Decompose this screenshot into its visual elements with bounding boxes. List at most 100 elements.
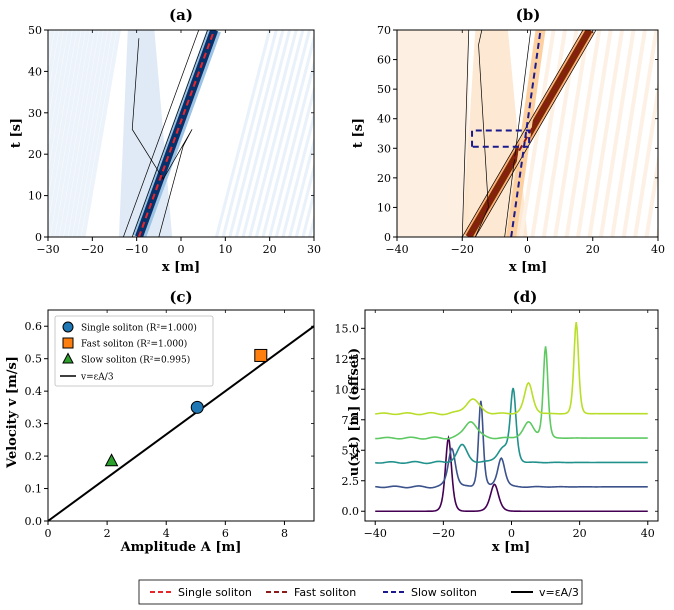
bottom-legend-items: Single soliton Fast soliton Slow soliton v=… bbox=[150, 586, 579, 599]
panel-d-frame bbox=[364, 309, 659, 522]
background-stripe bbox=[530, 30, 567, 237]
x-tick-label: 40 bbox=[641, 527, 655, 540]
panel-b-ticks: −40 −20 0 20 40 0 10 20 30 40 50 60 70 bbox=[377, 24, 665, 256]
background-stripe bbox=[576, 30, 613, 237]
y-tick-label: 30 bbox=[377, 142, 391, 155]
background-stripe bbox=[294, 161, 314, 237]
background-stripe bbox=[288, 136, 314, 237]
background-stripe bbox=[268, 58, 314, 237]
background-stripe bbox=[48, 30, 77, 198]
x-tick-label: 20 bbox=[573, 527, 587, 540]
x-tick-label: 20 bbox=[586, 243, 600, 256]
x-tick-label: 0 bbox=[508, 527, 515, 540]
y-tick-label: 15.0 bbox=[335, 322, 360, 335]
panel-c-xlabel: Amplitude A [m] bbox=[120, 540, 242, 555]
panel-d: (d) −40 −20 0 20 400.02.55.07.510.012.515.0 … bbox=[335, 288, 659, 555]
contour-line bbox=[131, 38, 193, 237]
panel-b-xlabel: x [m] bbox=[509, 260, 547, 275]
background-stripe bbox=[301, 187, 314, 237]
snapshot-3-line bbox=[375, 387, 648, 465]
single-soliton-point bbox=[190, 400, 204, 414]
bottom-legend-label: Single soliton bbox=[178, 586, 252, 599]
panel-a-marks bbox=[123, 30, 216, 237]
panel-a-heatmap bbox=[48, 30, 314, 237]
y-tick-label: 0.3 bbox=[25, 418, 43, 431]
y-tick-label: 7.5 bbox=[342, 414, 360, 427]
single-soliton-trajectory bbox=[137, 30, 216, 237]
x-tick-label: 0 bbox=[45, 527, 52, 540]
snapshot-1-line bbox=[375, 435, 648, 513]
x-tick-label: −10 bbox=[125, 243, 148, 256]
contour-line bbox=[461, 30, 470, 237]
legend-frame bbox=[54, 315, 214, 387]
y-tick-label: 20 bbox=[377, 172, 391, 185]
panel-c-legend: Single soliton (R²=1.000) Fast soliton (R… bbox=[54, 315, 214, 387]
background-stripe bbox=[59, 30, 99, 237]
fast-soliton-point bbox=[254, 348, 268, 362]
x-tick-label: −20 bbox=[81, 243, 104, 256]
panel-d-ticks: −40 −20 0 20 40 0.0 2.5 5.0 7.5 10.0 12.5 15.0 bbox=[335, 310, 658, 540]
x-tick-label: 6 bbox=[222, 527, 229, 540]
background-stripe bbox=[48, 30, 73, 172]
y-tick-label: 2.5 bbox=[342, 475, 360, 488]
snapshot-4-line bbox=[375, 346, 648, 440]
fit-line bbox=[47, 325, 315, 522]
x-tick-label: 10 bbox=[218, 243, 232, 256]
background-stripe bbox=[598, 30, 636, 237]
y-tick-label: 0.0 bbox=[342, 505, 360, 518]
background-stripe bbox=[215, 30, 272, 237]
panel-d-marks bbox=[375, 322, 648, 513]
background-stripe bbox=[656, 224, 658, 237]
y-tick-label: 0.2 bbox=[25, 450, 43, 463]
x-tick-label: −20 bbox=[432, 527, 455, 540]
x-tick-label: 30 bbox=[307, 243, 321, 256]
background-stripe bbox=[72, 30, 113, 237]
bottom-legend-label: v=εA/3 bbox=[539, 586, 579, 599]
background-region bbox=[397, 30, 469, 237]
panel-a: (a) −30 −20 −10 0 10 20 30 0 10 20 30 40 50 x [m] t … bbox=[9, 6, 321, 275]
panel-d-title: (d) bbox=[513, 288, 538, 306]
contour-line bbox=[461, 30, 584, 237]
legend-label: Slow soliton (R²=0.995) bbox=[81, 355, 190, 366]
background-stripe bbox=[234, 30, 292, 237]
y-tick-label: 0 bbox=[384, 231, 391, 244]
background-stripe bbox=[63, 30, 104, 237]
y-tick-label: 10.0 bbox=[335, 383, 360, 396]
background-stripe bbox=[77, 30, 117, 237]
background-stripe bbox=[228, 30, 285, 237]
background-stripe bbox=[48, 30, 59, 94]
slow-soliton-phase-shift bbox=[471, 129, 531, 148]
panel-c-ticks: 0 2 4 6 8 0.0 0.1 0.2 0.3 0.4 0.5 0.6 bbox=[25, 310, 314, 540]
y-tick-label: 30 bbox=[28, 107, 42, 120]
x-tick-label: 8 bbox=[281, 527, 288, 540]
snapshot-2-line bbox=[375, 400, 648, 489]
x-tick-label: 40 bbox=[651, 243, 665, 256]
contour-line bbox=[504, 30, 532, 237]
background-stripe bbox=[54, 30, 95, 237]
x-tick-label: 20 bbox=[263, 243, 277, 256]
panel-d-ylabel: u(x,t) [m] (offset) bbox=[347, 348, 362, 476]
y-tick-label: 40 bbox=[377, 113, 391, 126]
y-tick-label: 0.5 bbox=[25, 353, 43, 366]
background-stripe bbox=[241, 30, 298, 237]
bottom-legend-label: Slow soliton bbox=[411, 586, 477, 599]
background-stripe bbox=[68, 30, 108, 237]
y-tick-label: 0.4 bbox=[25, 385, 43, 398]
background-stripe bbox=[587, 30, 625, 237]
x-tick-label: −40 bbox=[364, 527, 387, 540]
panel-c-title: (c) bbox=[169, 288, 192, 306]
background-stripe bbox=[48, 30, 68, 146]
background-stripe bbox=[48, 30, 86, 237]
y-tick-label: 0.0 bbox=[25, 515, 43, 528]
background-stripe bbox=[610, 30, 647, 237]
background-stripe bbox=[644, 151, 658, 237]
panel-a-heat-layer bbox=[48, 30, 314, 237]
panel-b-ylabel: t [s] bbox=[351, 118, 366, 148]
panel-c: (c) 0 2 4 6 8 0.0 0.1 0.2 0.3 0.4 0.5 0.6 Single so… bbox=[5, 288, 315, 555]
legend-marker bbox=[62, 321, 74, 333]
y-tick-label: 0.6 bbox=[25, 320, 43, 333]
background-stripe bbox=[81, 30, 121, 237]
y-tick-label: 0 bbox=[35, 231, 42, 244]
panel-a-ylabel: t [s] bbox=[9, 118, 24, 148]
